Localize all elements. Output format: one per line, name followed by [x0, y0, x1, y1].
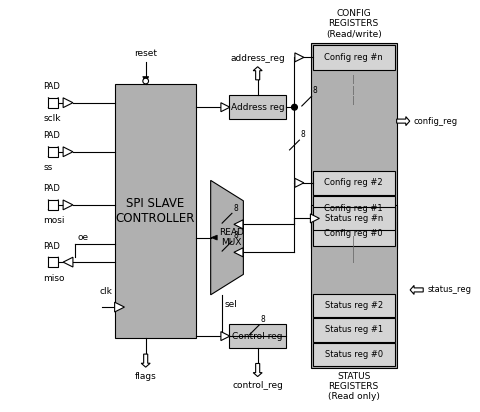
Text: Config reg #n: Config reg #n — [324, 53, 383, 62]
Bar — [313, 343, 395, 366]
Polygon shape — [141, 354, 150, 367]
Bar — [229, 95, 286, 119]
Text: 8: 8 — [300, 130, 305, 139]
Text: PAD: PAD — [43, 242, 60, 250]
Polygon shape — [311, 214, 319, 223]
Polygon shape — [63, 98, 73, 108]
Polygon shape — [63, 257, 73, 267]
Text: ss: ss — [43, 163, 52, 172]
Polygon shape — [253, 363, 262, 377]
Text: clk: clk — [100, 287, 113, 296]
Polygon shape — [253, 67, 262, 80]
Text: Status reg #2: Status reg #2 — [324, 301, 383, 310]
Bar — [313, 221, 395, 246]
Polygon shape — [295, 178, 304, 187]
Polygon shape — [295, 53, 304, 62]
Polygon shape — [234, 248, 243, 257]
Polygon shape — [396, 117, 410, 126]
Text: STATUS
REGISTERS
(Read only): STATUS REGISTERS (Read only) — [328, 372, 380, 401]
Bar — [48, 200, 58, 210]
Polygon shape — [63, 147, 73, 157]
Text: sel: sel — [224, 300, 237, 309]
Text: oe: oe — [77, 233, 88, 242]
Circle shape — [292, 104, 297, 110]
Text: 8: 8 — [233, 232, 238, 241]
Text: PAD: PAD — [43, 131, 60, 140]
Bar — [115, 84, 196, 338]
Polygon shape — [115, 302, 124, 312]
Bar — [313, 45, 395, 70]
Text: mosi: mosi — [43, 216, 65, 225]
Text: CONFIG
REGISTERS
(Read/write): CONFIG REGISTERS (Read/write) — [326, 9, 382, 39]
Polygon shape — [211, 235, 217, 240]
Text: miso: miso — [43, 274, 65, 283]
Text: Status reg #n: Status reg #n — [324, 214, 383, 223]
Polygon shape — [221, 103, 230, 112]
Bar — [311, 205, 396, 368]
Bar — [313, 171, 395, 195]
Bar — [313, 318, 395, 342]
Text: Config reg #0: Config reg #0 — [324, 229, 383, 238]
Bar — [311, 43, 396, 248]
Text: PAD: PAD — [43, 185, 60, 194]
Bar — [48, 98, 58, 108]
Text: flags: flags — [135, 372, 156, 382]
Polygon shape — [143, 77, 149, 84]
Bar — [313, 206, 395, 230]
Text: Config reg #2: Config reg #2 — [324, 178, 383, 187]
Text: |: | — [352, 236, 355, 246]
Text: address_reg: address_reg — [230, 54, 285, 63]
Text: sclk: sclk — [43, 114, 60, 123]
Polygon shape — [211, 180, 243, 295]
Circle shape — [143, 78, 148, 84]
Text: Address reg: Address reg — [231, 103, 285, 112]
Text: 8: 8 — [233, 204, 238, 213]
Text: control_reg: control_reg — [232, 382, 283, 391]
Text: config_reg: config_reg — [414, 117, 458, 126]
Polygon shape — [234, 220, 243, 229]
Text: Status reg #1: Status reg #1 — [324, 325, 383, 335]
Text: Config reg #1: Config reg #1 — [324, 204, 383, 213]
Bar — [48, 147, 58, 157]
Text: Control reg: Control reg — [232, 332, 283, 341]
Bar — [229, 324, 286, 348]
Text: reset: reset — [134, 49, 157, 58]
Text: Status reg #0: Status reg #0 — [324, 350, 383, 359]
Text: |: | — [352, 96, 355, 105]
Polygon shape — [410, 286, 423, 295]
Text: 8: 8 — [260, 315, 265, 324]
Bar — [48, 257, 58, 267]
Text: |: | — [352, 86, 355, 94]
Text: |: | — [352, 246, 355, 254]
Text: status_reg: status_reg — [427, 286, 471, 295]
Text: SPI SLAVE
CONTROLLER: SPI SLAVE CONTROLLER — [116, 197, 195, 225]
Bar — [313, 294, 395, 317]
Polygon shape — [221, 332, 230, 341]
Text: 8: 8 — [313, 87, 318, 95]
Text: |: | — [352, 254, 355, 263]
Text: READ
MUX: READ MUX — [219, 228, 243, 247]
Text: |: | — [352, 75, 355, 84]
Bar — [313, 196, 395, 220]
Text: PAD: PAD — [43, 82, 60, 91]
Polygon shape — [63, 200, 73, 210]
